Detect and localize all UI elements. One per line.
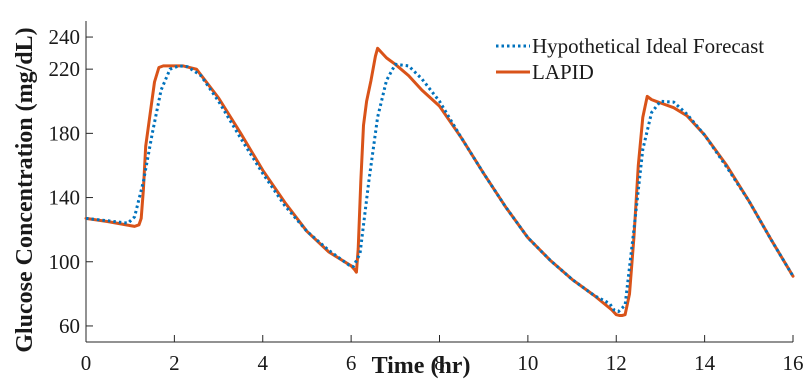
series-line-ideal-forecast (85, 62, 795, 313)
y-tick-label: 180 (49, 121, 81, 145)
x-tick-label: 2 (169, 351, 180, 375)
y-tick-label: 220 (49, 57, 81, 81)
legend: Hypothetical Ideal Forecast LAPID (496, 34, 764, 84)
x-axis-title: Time (hr) (372, 353, 471, 379)
x-tick-label: 6 (346, 351, 357, 375)
y-tick-label: 140 (49, 186, 81, 210)
x-tick-label: 16 (783, 351, 804, 375)
x-tick-label: 8 (434, 351, 445, 375)
legend-label-lapid: LAPID (532, 60, 594, 84)
y-tick-label: 240 (49, 25, 81, 49)
y-axis-title: Glucose Concentration (mg/dL) (12, 27, 38, 352)
x-ticks: 0 2 4 6 8 10 12 14 16 (81, 335, 804, 375)
legend-label-ideal-forecast: Hypothetical Ideal Forecast (532, 34, 764, 58)
x-tick-label: 0 (81, 351, 92, 375)
x-tick-label: 10 (517, 351, 538, 375)
y-tick-label: 100 (49, 250, 81, 274)
x-tick-label: 4 (258, 351, 269, 375)
x-tick-label: 14 (694, 351, 716, 375)
y-ticks: 60 100 140 180 220 240 (49, 25, 93, 338)
series-layer (84, 46, 795, 317)
y-tick-label: 60 (59, 314, 80, 338)
x-tick-label: 12 (606, 351, 627, 375)
series-line-lapid (84, 46, 795, 317)
